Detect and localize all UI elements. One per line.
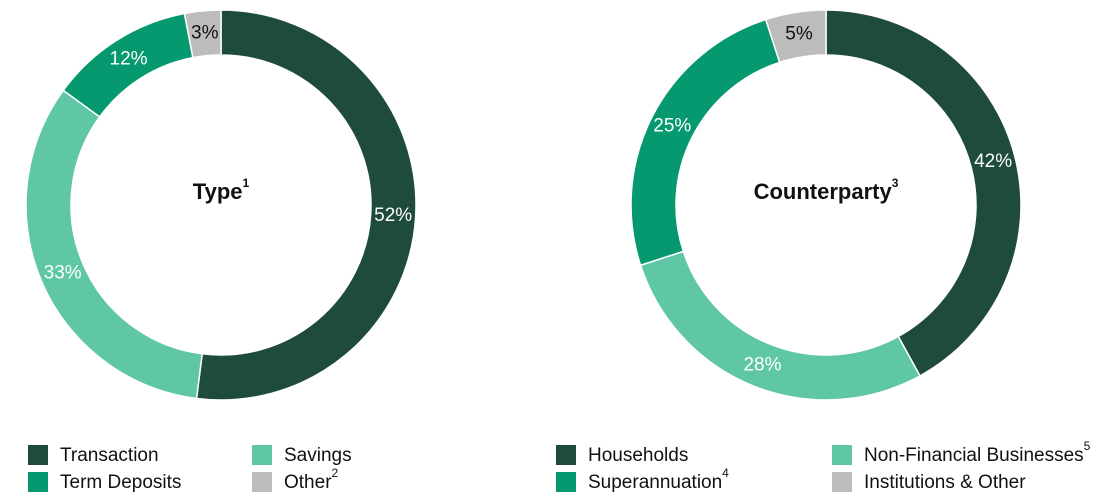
donut-slice bbox=[764, 9, 827, 64]
donut-slice bbox=[183, 9, 222, 59]
data-label: 42% bbox=[974, 151, 1012, 172]
legend-name: Savings bbox=[284, 445, 352, 466]
legend-label: Term Deposits bbox=[60, 472, 181, 493]
legend-name: Institutions & Other bbox=[864, 472, 1026, 493]
legend-swatch bbox=[252, 472, 272, 492]
donut-slice bbox=[639, 250, 921, 401]
legend-label: Households bbox=[588, 445, 688, 466]
legend-swatch bbox=[28, 445, 48, 465]
legend-name: Superannuation bbox=[588, 472, 722, 493]
chart-title: Counterparty3 bbox=[754, 176, 899, 204]
data-label: 25% bbox=[653, 116, 691, 137]
legend-label: Other2 bbox=[284, 466, 339, 493]
legend-label: Savings bbox=[284, 445, 352, 466]
legend-name: Households bbox=[588, 445, 688, 466]
donut-slice bbox=[825, 9, 1022, 377]
legend-label: Superannuation4 bbox=[588, 466, 729, 493]
chart-title: Type1 bbox=[193, 176, 250, 204]
title-text: Counterparty bbox=[754, 179, 893, 204]
legend-swatch bbox=[556, 445, 576, 465]
legend-swatch bbox=[832, 445, 852, 465]
data-label: 33% bbox=[44, 263, 82, 284]
legend-label: Institutions & Other bbox=[864, 472, 1026, 493]
data-label: 28% bbox=[743, 354, 781, 375]
legend-swatch bbox=[252, 445, 272, 465]
legend-name: Term Deposits bbox=[60, 472, 181, 493]
legend-swatch bbox=[28, 472, 48, 492]
legend-note: 4 bbox=[722, 466, 729, 480]
donut-slice bbox=[25, 89, 204, 400]
data-label: 5% bbox=[785, 24, 813, 45]
data-label: 12% bbox=[110, 48, 148, 69]
data-label: 52% bbox=[374, 205, 412, 226]
title-note: 1 bbox=[243, 176, 250, 190]
legend-name: Transaction bbox=[60, 445, 159, 466]
donut-slice bbox=[630, 18, 781, 267]
legend-swatch bbox=[556, 472, 576, 492]
title-note: 3 bbox=[892, 176, 899, 190]
title-text: Type bbox=[193, 179, 243, 204]
legend-note: 2 bbox=[332, 466, 339, 480]
donut-slice bbox=[195, 9, 417, 401]
legend-name: Other bbox=[284, 472, 332, 493]
legend-note: 5 bbox=[1084, 439, 1091, 453]
legend-label: Non-Financial Businesses5 bbox=[864, 439, 1091, 466]
legend-label: Transaction bbox=[60, 445, 159, 466]
legend-swatch bbox=[832, 472, 852, 492]
legend-name: Non-Financial Businesses bbox=[864, 445, 1084, 466]
data-label: 3% bbox=[191, 22, 219, 43]
